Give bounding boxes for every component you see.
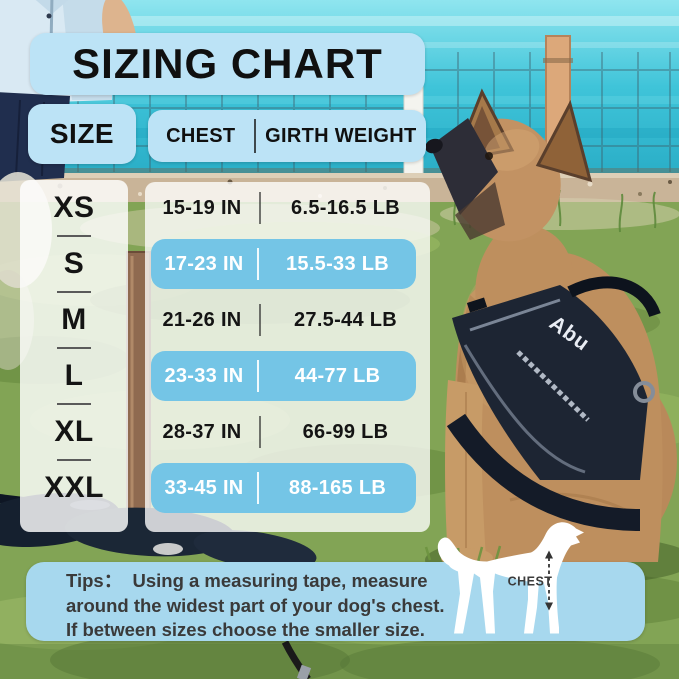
size-label-s: S [20,236,128,292]
tree-post [126,251,151,543]
weight-value: 88-165 LB [288,476,387,499]
tips-line-2: around the widest part of your dog's che… [66,594,445,616]
chest-value: 28-37 IN [162,420,242,443]
size-column-header: SIZE [28,104,136,164]
chest-value: 21-26 IN [162,308,242,331]
row-divider [257,248,259,280]
header-divider [253,119,256,153]
dog-silhouette-icon [437,522,584,634]
size-label-xl: XL [20,404,128,460]
tips-text: Tips： Using a measuring tape, measure ar… [66,569,445,643]
size-label-xxl: XXL [44,471,104,504]
girth-weight-header-label: GIRTH WEIGHT [265,124,417,147]
weight-value: 27.5-44 LB [293,308,398,331]
table-row-l: 23-33 IN 44-77 LB [151,351,416,401]
chest-value: 15-19 IN [162,196,242,219]
measure-arrow-down [545,602,553,611]
table-row-m: 21-26 IN 27.5-44 LB [145,295,430,345]
size-label-xs: XS [20,180,128,236]
size-column: XS S M L XL XXL [20,180,128,532]
chest-value: 23-33 IN [164,364,244,387]
chest-header-label: CHEST [166,124,236,147]
chest-value: 33-45 IN [164,476,244,499]
row-divider [257,360,259,392]
page-title: SIZING CHART [72,40,383,87]
weight-value: 6.5-16.5 LB [291,196,400,219]
measure-arrow-up [545,550,553,559]
size-label-m: M [20,292,128,348]
row-divider [259,304,261,336]
harness: Abu [446,276,661,531]
chest-measure-label: CHEST [508,575,553,589]
tips-line-3: If between sizes choose the smaller size… [66,619,425,640]
table-row-s: 17-23 IN 15.5-33 LB [151,239,416,289]
tips-line-1: Tips： Using a measuring tape, measure [66,570,428,591]
chest-value: 17-23 IN [164,252,244,275]
row-divider [259,192,261,224]
title-banner: SIZING CHART [30,33,425,95]
weight-value: 44-77 LB [294,364,381,387]
table-row-xl: 28-37 IN 66-99 LB [145,407,430,457]
measurement-column-header: CHEST GIRTH WEIGHT [148,110,426,162]
table-row-xxl: 33-45 IN 88-165 LB [151,463,416,513]
dog-photo: Abu [424,88,677,568]
table-row-xs: 15-19 IN 6.5-16.5 LB [145,183,430,233]
row-divider [257,472,259,504]
size-header-label: SIZE [49,118,115,149]
row-divider [259,416,261,448]
measuring-dog-icon: CHEST [437,522,584,634]
fence-rail [0,168,679,173]
weight-value: 15.5-33 LB [285,252,390,275]
weight-value: 66-99 LB [302,420,389,443]
size-label-l: L [20,348,128,404]
